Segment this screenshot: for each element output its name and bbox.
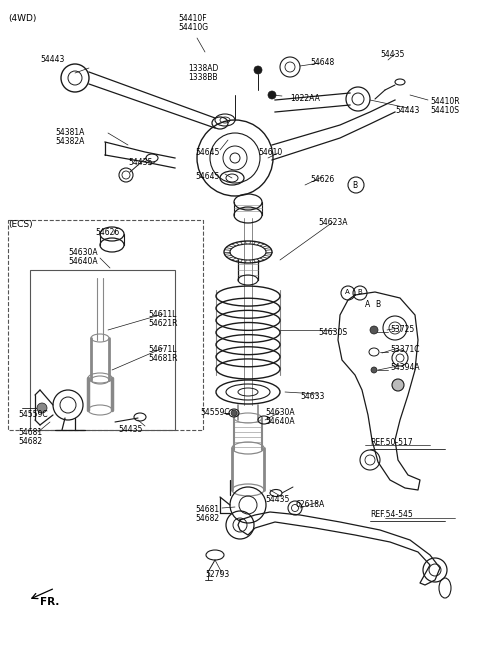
Text: (4WD): (4WD) bbox=[8, 14, 36, 23]
Circle shape bbox=[370, 326, 378, 334]
Text: 54443: 54443 bbox=[395, 106, 420, 115]
Text: 54671L: 54671L bbox=[148, 345, 177, 354]
Text: 54623A: 54623A bbox=[318, 218, 348, 227]
Text: 54626: 54626 bbox=[310, 175, 334, 184]
Text: 54435: 54435 bbox=[265, 495, 289, 504]
Circle shape bbox=[392, 379, 404, 391]
Text: 54648: 54648 bbox=[310, 58, 334, 67]
Text: 54681R: 54681R bbox=[148, 354, 178, 363]
Text: 54645: 54645 bbox=[195, 172, 219, 181]
Text: 54435: 54435 bbox=[118, 425, 143, 434]
Text: 54382A: 54382A bbox=[55, 137, 84, 146]
Text: 54435: 54435 bbox=[380, 50, 404, 59]
Text: 54640A: 54640A bbox=[68, 257, 97, 266]
Text: 54681: 54681 bbox=[18, 428, 42, 437]
Text: 54443: 54443 bbox=[40, 55, 64, 64]
Text: 54630A: 54630A bbox=[68, 248, 97, 257]
Circle shape bbox=[231, 410, 237, 416]
Text: 54682: 54682 bbox=[18, 437, 42, 446]
Text: 54682: 54682 bbox=[195, 514, 219, 523]
Text: 1338AD: 1338AD bbox=[188, 64, 218, 73]
Text: (ECS): (ECS) bbox=[8, 220, 33, 229]
Bar bbox=[30, 270, 175, 430]
Text: 54410S: 54410S bbox=[430, 106, 459, 115]
Text: 52793: 52793 bbox=[205, 570, 229, 579]
Text: A: A bbox=[345, 289, 350, 295]
Text: 1022AA: 1022AA bbox=[290, 94, 320, 103]
Bar bbox=[8, 220, 203, 430]
Text: 54559C: 54559C bbox=[18, 410, 48, 419]
Text: 53371C: 53371C bbox=[390, 345, 420, 354]
Text: B: B bbox=[352, 181, 357, 190]
Text: REF.50-517: REF.50-517 bbox=[370, 438, 413, 447]
Text: 54633: 54633 bbox=[300, 392, 324, 401]
Text: A: A bbox=[365, 300, 370, 309]
Text: 53725: 53725 bbox=[390, 325, 414, 334]
Text: FR.: FR. bbox=[40, 597, 60, 607]
Text: 54640A: 54640A bbox=[265, 417, 295, 426]
Text: 54611L: 54611L bbox=[148, 310, 176, 319]
Text: 54630S: 54630S bbox=[318, 328, 347, 337]
Text: 54645: 54645 bbox=[195, 148, 219, 157]
Text: 1338BB: 1338BB bbox=[188, 73, 217, 82]
Text: 54630A: 54630A bbox=[265, 408, 295, 417]
Text: 54394A: 54394A bbox=[390, 363, 420, 372]
Circle shape bbox=[371, 367, 377, 373]
Text: 54410F: 54410F bbox=[178, 14, 206, 23]
Text: 54410R: 54410R bbox=[430, 97, 460, 106]
Text: 62618A: 62618A bbox=[295, 500, 324, 509]
Text: 54435: 54435 bbox=[128, 158, 152, 167]
Text: REF.54-545: REF.54-545 bbox=[370, 510, 413, 519]
Text: B: B bbox=[375, 300, 380, 309]
Text: B: B bbox=[357, 289, 362, 295]
Text: 54610: 54610 bbox=[258, 148, 282, 157]
Circle shape bbox=[268, 91, 276, 99]
Text: 54681: 54681 bbox=[195, 505, 219, 514]
Text: 54621R: 54621R bbox=[148, 319, 178, 328]
Text: 54381A: 54381A bbox=[55, 128, 84, 137]
Circle shape bbox=[254, 66, 262, 74]
Circle shape bbox=[37, 403, 47, 413]
Text: 54410G: 54410G bbox=[178, 23, 208, 32]
Text: 54626: 54626 bbox=[95, 228, 119, 237]
Text: 54559C: 54559C bbox=[200, 408, 229, 417]
